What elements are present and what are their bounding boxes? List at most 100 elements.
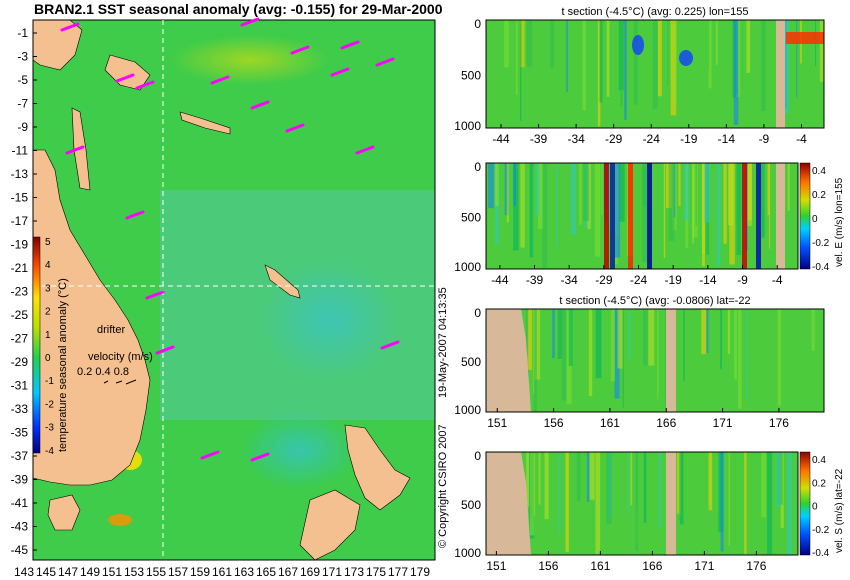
panel-streak bbox=[538, 452, 541, 505]
panel-streak bbox=[504, 20, 509, 68]
panel-streak bbox=[720, 452, 724, 552]
panel-streak bbox=[558, 452, 561, 534]
panel-x-tick-label: 171 bbox=[713, 416, 733, 430]
panel-streak bbox=[786, 32, 824, 44]
australia-land bbox=[32, 149, 151, 486]
drifter-label: drifter bbox=[97, 324, 125, 336]
panel-x-tick-label: 151 bbox=[486, 559, 506, 573]
panel-streak bbox=[708, 452, 713, 511]
panel-streak bbox=[776, 452, 781, 508]
cool-patch bbox=[240, 410, 360, 490]
panel-streak bbox=[695, 163, 697, 227]
panel-streak bbox=[520, 20, 522, 121]
panel-streak bbox=[708, 20, 712, 89]
panel-streak bbox=[620, 20, 623, 107]
panel-streak bbox=[628, 309, 631, 359]
panel-x-tick-label: -24 bbox=[630, 273, 648, 287]
panel-x-tick-label: -39 bbox=[530, 132, 548, 146]
panel-streak bbox=[701, 309, 707, 355]
panel-streak bbox=[526, 452, 532, 507]
panel-streak bbox=[663, 163, 666, 259]
panel-streak bbox=[786, 452, 792, 555]
panel-streak bbox=[537, 163, 544, 230]
panel-x-tick-label: 176 bbox=[746, 559, 766, 573]
panel-streak bbox=[582, 20, 586, 111]
panel-streak bbox=[737, 309, 742, 409]
map-y-tick-label: -33 bbox=[11, 402, 29, 416]
panel-streak bbox=[617, 309, 623, 369]
panel-streak bbox=[760, 163, 765, 238]
map-y-tick-label: -29 bbox=[11, 355, 29, 369]
panel-x-tick-label: -24 bbox=[643, 132, 661, 146]
map-colorbar-label: temperature seasonal anomaly (°C) bbox=[57, 278, 69, 452]
map-y-tick-label: -39 bbox=[11, 473, 29, 487]
panel-streak bbox=[550, 20, 554, 68]
map-y-tick-label: -31 bbox=[11, 379, 29, 393]
map-colorbar-ticks: 5 4 3 2 1 0 -1 -2 -3 -4 bbox=[45, 237, 54, 457]
panel-streak bbox=[692, 163, 698, 238]
map-colorbar-tick: 3 bbox=[45, 283, 51, 294]
velocity-colorbar-label: vel. S (m/s) lat=-22 bbox=[834, 468, 845, 553]
section-panel-4: 0 500 1000 151 156 161 166 171 176 0.4 0.2 0 -0.2 -0.… bbox=[454, 449, 845, 573]
velocity-colorbar-tick: 0.4 bbox=[812, 455, 826, 466]
panel-y-tick-label: 1000 bbox=[454, 403, 481, 417]
drifter-track bbox=[115, 73, 135, 83]
panel-title: t section (-4.5°C) (avg: -0.0806) lat=-2… bbox=[559, 295, 750, 307]
map-colorbar-tick: 0 bbox=[45, 353, 51, 364]
panel-y-tick-label: 1000 bbox=[454, 119, 481, 133]
panel-streak bbox=[746, 309, 748, 402]
panel-streak bbox=[586, 452, 590, 502]
panel-x-tick-label: -39 bbox=[526, 273, 544, 287]
map-x-tick-label: 151 bbox=[102, 565, 122, 579]
panel-streak bbox=[787, 163, 790, 211]
map-y-tick-label: -21 bbox=[11, 261, 29, 275]
panel-x-tick-label: -14 bbox=[718, 132, 736, 146]
panel-streak bbox=[594, 163, 601, 257]
panel-streak bbox=[526, 20, 533, 67]
panel-streak bbox=[488, 163, 494, 209]
panel-streak bbox=[736, 163, 741, 255]
panel-x-tick-label: 161 bbox=[600, 416, 620, 430]
panel-x-tick-label: 166 bbox=[656, 416, 676, 430]
panel-streak bbox=[579, 163, 582, 225]
drifter-track bbox=[155, 345, 175, 355]
drifter-track bbox=[145, 290, 165, 300]
velocity-colorbar bbox=[799, 451, 811, 556]
panel-streak bbox=[535, 163, 540, 216]
velocity-scale: 0.2 0.4 0.8 bbox=[77, 366, 129, 378]
panel-x-tick-label: -19 bbox=[665, 273, 683, 287]
map-y-ticks: -1 -3 -5 -7 -9 -11 -13 -15 -17 -19 -21 -23 -25 -27 -29… bbox=[11, 26, 37, 557]
panel-streak bbox=[652, 20, 658, 109]
panel-streak bbox=[819, 20, 824, 82]
panel-y-tick-label: 0 bbox=[474, 160, 481, 174]
map-y-tick-label: -27 bbox=[11, 332, 29, 346]
map-colorbar-tick: 5 bbox=[45, 237, 51, 248]
panel-streak bbox=[723, 163, 727, 244]
panel-streak bbox=[715, 20, 718, 65]
map-colorbar-ramp bbox=[32, 236, 41, 454]
map-y-tick-label: -7 bbox=[17, 97, 28, 111]
panel-x-tick-label: -44 bbox=[491, 273, 509, 287]
drifter-track bbox=[330, 67, 350, 77]
panel-streak bbox=[562, 309, 567, 401]
panel-streak bbox=[633, 20, 638, 105]
drifter-track bbox=[200, 450, 220, 460]
velocity-colorbar-tick: 0.4 bbox=[812, 166, 826, 177]
panel-streak bbox=[796, 20, 798, 98]
panel-streak bbox=[619, 163, 625, 222]
panel-streak bbox=[556, 163, 558, 249]
map-x-ticks: 143 145 147 149 151 153 155 157 159 161 163 165 167 1… bbox=[14, 565, 430, 579]
panel-x-tick-label: -19 bbox=[680, 132, 698, 146]
panel-frame bbox=[485, 19, 825, 129]
panel-streak bbox=[495, 163, 499, 206]
panel-streak bbox=[606, 452, 612, 525]
timestamp: 19-May-2007 04:13:35 bbox=[437, 287, 449, 398]
map-colorbar-tick: -4 bbox=[45, 446, 54, 457]
panel-streak bbox=[628, 163, 633, 269]
panel-streak bbox=[744, 452, 747, 555]
panel-y-tick-label: 0 bbox=[474, 17, 481, 31]
panel-streak bbox=[706, 309, 709, 354]
map-colorbar-tick: -2 bbox=[45, 399, 54, 410]
